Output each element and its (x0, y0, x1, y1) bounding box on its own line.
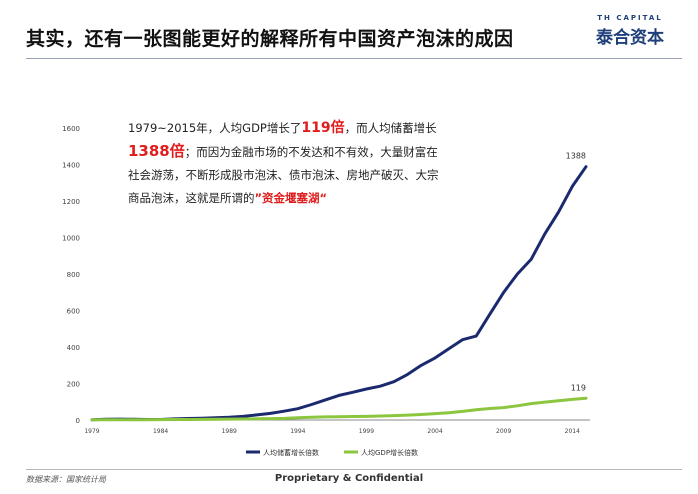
title-divider (26, 58, 682, 59)
legend-savings-label: 人均储蓄增长倍数 (263, 448, 319, 457)
data-source-note: 数据来源：国家统计局 (26, 475, 106, 484)
logo-english-text: TH CAPITAL (597, 14, 663, 22)
y-tick-label: 1000 (62, 235, 80, 243)
gdp-series-line (90, 396, 588, 422)
y-tick-label: 200 (67, 381, 80, 389)
x-tick-label: 1999 (359, 428, 374, 435)
y-tick-label: 400 (67, 344, 80, 352)
annotation-keyword: ”资金堰塞湖“ (254, 191, 328, 205)
y-tick-label: 0 (76, 417, 80, 425)
gdp-end-label: 119 (571, 383, 586, 392)
x-tick-label: 1984 (153, 428, 168, 435)
x-tick-label: 1994 (290, 428, 305, 435)
confidential-notice: Proprietary & Confidential (274, 473, 424, 484)
x-tick-label: 2014 (565, 428, 580, 435)
legend-gdp-label: 人均GDP增长倍数 (361, 448, 418, 457)
x-tick-label: 2009 (496, 428, 511, 435)
savings-end-label: 1388 (566, 152, 586, 161)
annotation-savings-multiple: 1388倍 (128, 142, 185, 160)
footer-divider (26, 469, 682, 470)
logo-chinese-text: 泰合资本 (596, 28, 664, 48)
y-tick-label: 600 (67, 308, 80, 316)
y-tick-label: 1200 (62, 198, 80, 206)
x-tick-label: 1979 (84, 428, 99, 435)
annotation-text-2: ，而人均储蓄增长 (344, 121, 437, 135)
annotation-text-3: ；而因为金融市场的不发达和不有效，大量财富在社会游荡，不断形成股市泡沫、债市泡沫… (128, 145, 439, 205)
y-tick-label: 800 (67, 271, 80, 279)
company-logo: TH CAPITAL 泰合资本 (578, 14, 682, 48)
annotation-text-1: 1979~2015年，人均GDP增长了 (128, 121, 302, 135)
x-tick-label: 1989 (222, 428, 237, 435)
chart-annotation: 1979~2015年，人均GDP增长了119倍，而人均储蓄增长 1388倍；而因… (128, 117, 448, 210)
x-tick-label: 2004 (427, 428, 442, 435)
y-tick-label: 1400 (62, 162, 80, 170)
y-tick-label: 1600 (62, 125, 80, 133)
annotation-gdp-multiple: 119倍 (301, 120, 345, 136)
slide-title: 其实，还有一张图能更好的解释所有中国资产泡沫的成因 (26, 28, 514, 50)
